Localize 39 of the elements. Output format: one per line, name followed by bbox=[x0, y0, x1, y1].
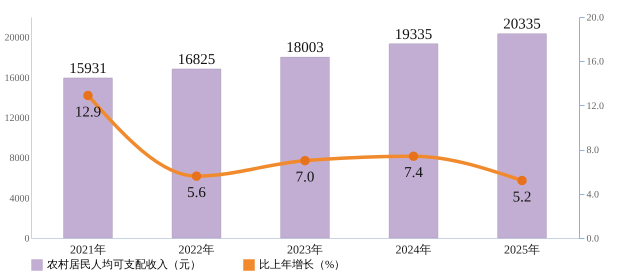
data-label: 7.0 bbox=[296, 170, 314, 186]
y2-tick-label: 0.0 bbox=[586, 234, 599, 244]
x-tick-label: 2024年 bbox=[396, 242, 432, 256]
bar bbox=[497, 33, 547, 238]
point bbox=[83, 90, 93, 100]
point bbox=[300, 156, 310, 166]
bar bbox=[280, 56, 330, 238]
data-label: 19335 bbox=[394, 26, 432, 43]
point bbox=[192, 171, 202, 181]
point bbox=[517, 176, 527, 186]
x-tick-label: 2025年 bbox=[504, 242, 540, 256]
y-tick-label: 8000 bbox=[10, 153, 30, 164]
y-tick-label: 0 bbox=[24, 234, 30, 244]
legend-label: 比上年增长（%） bbox=[259, 258, 346, 271]
y2-tick-label: 12.0 bbox=[586, 100, 604, 112]
data-label: 5.6 bbox=[187, 185, 206, 202]
y2-tick-label: 20.0 bbox=[586, 12, 604, 24]
x-tick-label: 2021年 bbox=[70, 242, 106, 256]
data-label: 16825 bbox=[178, 52, 216, 68]
y2-tick-label: 8.0 bbox=[586, 145, 599, 156]
bar bbox=[63, 78, 113, 238]
x-tick-label: 2023年 bbox=[287, 242, 323, 256]
y2-tick-label: 16.0 bbox=[586, 56, 604, 68]
point bbox=[408, 151, 418, 161]
bar bbox=[388, 44, 438, 238]
data-label: 12.9 bbox=[74, 104, 102, 120]
data-label: 18003 bbox=[286, 40, 324, 56]
y2-tick-label: 4.0 bbox=[586, 189, 599, 200]
data-label: 5.2 bbox=[512, 190, 532, 206]
data-label: 20335 bbox=[503, 16, 541, 33]
legend-label: 农村居民人均可支配收入（元） bbox=[47, 258, 201, 271]
data-label: 15931 bbox=[69, 60, 107, 77]
y-tick-label: 20000 bbox=[4, 32, 30, 44]
y-tick-label: 16000 bbox=[4, 72, 30, 84]
y-tick-label: 12000 bbox=[4, 112, 30, 124]
data-label: 7.4 bbox=[404, 165, 424, 182]
bar bbox=[172, 68, 222, 238]
y-tick-label: 4000 bbox=[10, 193, 30, 204]
x-tick-label: 2022年 bbox=[178, 242, 214, 256]
